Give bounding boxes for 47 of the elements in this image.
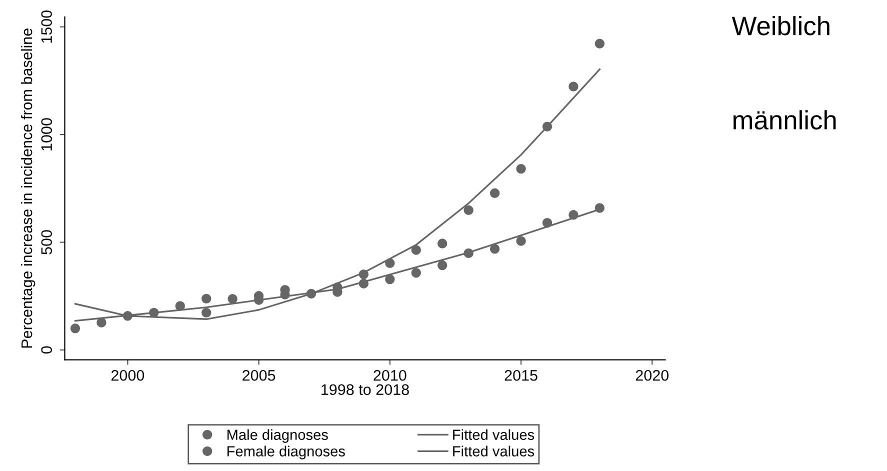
point <box>568 82 578 92</box>
point <box>175 301 185 311</box>
point <box>201 308 212 318</box>
x-tick-label: 2000 <box>111 370 144 381</box>
y-tick-label: 500 <box>41 230 52 254</box>
point <box>411 245 421 255</box>
x-tick-label: 2005 <box>242 370 276 381</box>
y-tick-label: 1500 <box>41 10 52 43</box>
y-axis-title: Percentage increase in incidence from baseline <box>20 28 36 348</box>
point <box>228 294 238 304</box>
point <box>594 38 605 49</box>
point <box>437 260 448 270</box>
point <box>358 269 369 280</box>
text: Weiblich <box>732 16 830 36</box>
x-tick-label: 2015 <box>504 370 538 381</box>
legend-label: Male diagnoses <box>227 429 328 443</box>
point <box>149 308 159 318</box>
x-axis-title: 1998 to 2018 <box>322 384 409 396</box>
point <box>122 311 133 321</box>
legend-label: Fitted values <box>453 446 534 456</box>
point <box>201 294 212 304</box>
x-tick-label: 2010 <box>374 370 406 381</box>
point <box>568 210 578 220</box>
point <box>516 236 526 246</box>
point <box>490 244 500 254</box>
point <box>542 122 552 132</box>
point <box>306 288 316 299</box>
point <box>437 238 448 248</box>
line-series <box>74 68 601 320</box>
point <box>464 248 474 258</box>
point <box>385 258 395 268</box>
point <box>594 203 605 213</box>
point <box>385 274 395 284</box>
x-tick-label: 2020 <box>636 370 669 381</box>
y-tick-label: 1000 <box>41 118 52 150</box>
legend-label: Fitted values <box>453 429 534 440</box>
point <box>411 268 421 278</box>
point <box>516 164 526 174</box>
legend-label: Female diagnoses <box>227 446 345 460</box>
y-tick-label: 0 <box>41 346 52 354</box>
point <box>70 324 80 334</box>
point <box>490 188 500 198</box>
point <box>542 218 552 228</box>
text: männlich <box>734 110 836 130</box>
point <box>464 205 474 216</box>
point <box>358 278 369 288</box>
point <box>96 318 106 328</box>
